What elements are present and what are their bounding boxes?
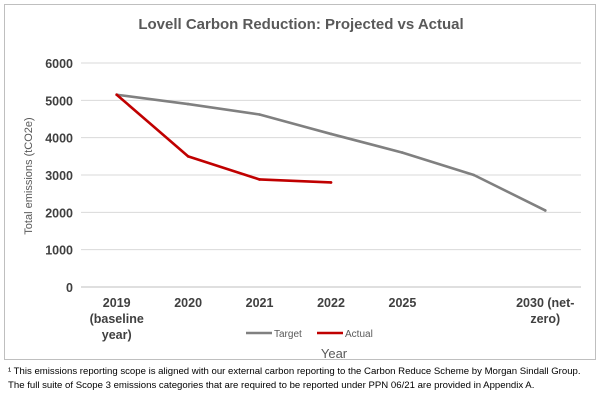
x-axis-title: Year <box>321 346 348 361</box>
x-tick-label-line: year) <box>102 328 132 342</box>
x-tick-label: 2019 (baseline year) <box>90 296 144 342</box>
legend-label: Target <box>274 329 302 340</box>
series-target <box>115 93 547 212</box>
y-tick-label: 0 <box>66 281 73 295</box>
data-point-actual <box>115 93 119 97</box>
line-chart: Lovell Carbon Reduction: Projected vs Ac… <box>23 16 581 361</box>
data-point-target <box>186 102 190 106</box>
x-tick-label: 2020 <box>174 296 202 310</box>
x-tick-label: 2021 <box>246 296 274 310</box>
y-axis-title: Total emissions (tCO2e) <box>23 117 35 234</box>
y-tick-label: 5000 <box>45 94 73 108</box>
legend-item-actual: Actual <box>317 329 373 340</box>
y-tick-label: 3000 <box>45 169 73 183</box>
legend-label: Actual <box>345 329 373 340</box>
x-tick-label-line: 2021 <box>246 296 274 310</box>
chart-title: Lovell Carbon Reduction: Projected vs Ac… <box>138 16 463 33</box>
x-tick-label-line: 2022 <box>317 296 345 310</box>
x-tick-label-line: (baseline <box>90 312 144 326</box>
data-point-actual <box>186 155 190 158</box>
x-tick-label: 2022 <box>317 296 345 310</box>
series-line-actual <box>115 93 333 184</box>
data-point-target <box>329 132 333 136</box>
x-tick-label-line: 2020 <box>174 296 202 310</box>
x-tick-label-line: zero) <box>530 312 560 326</box>
x-tick-label-line: 2030 (net- <box>516 296 574 310</box>
data-point-target <box>401 151 404 154</box>
x-tick-label-line: 2025 <box>389 296 417 310</box>
y-tick-label: 2000 <box>45 206 73 220</box>
footnote: ¹ This emissions reporting scope is alig… <box>8 366 581 391</box>
series-line-target <box>115 93 547 212</box>
data-point-target <box>258 113 261 116</box>
data-point-actual <box>258 178 261 181</box>
data-point-actual <box>329 181 333 184</box>
chart-frame: Lovell Carbon Reduction: Projected vs Ac… <box>4 4 596 361</box>
y-tick-label: 4000 <box>45 132 73 146</box>
y-tick-label: 1000 <box>45 244 73 258</box>
x-tick-label: 2025 <box>389 296 417 310</box>
series-actual <box>115 93 333 184</box>
x-tick-label-line: 2019 <box>103 296 131 310</box>
y-tick-label: 6000 <box>45 57 73 71</box>
x-tick-label: 2030 (net-zero) <box>516 296 574 326</box>
legend-item-target: Target <box>246 329 302 340</box>
data-point-target <box>472 173 476 177</box>
data-point-target <box>543 209 547 212</box>
